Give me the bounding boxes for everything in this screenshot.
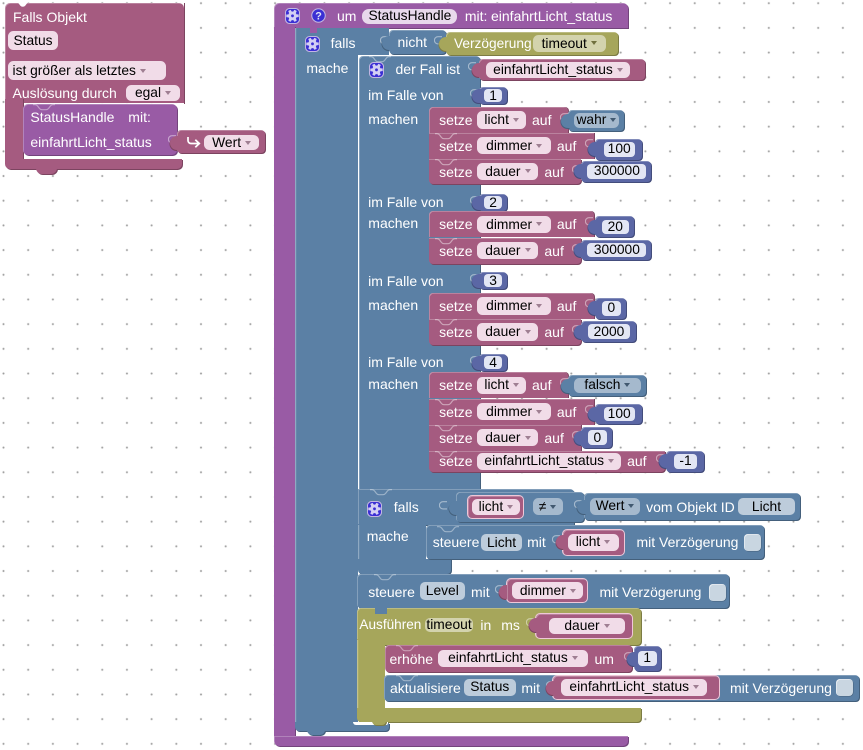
svg-text:?: ? — [316, 11, 323, 23]
